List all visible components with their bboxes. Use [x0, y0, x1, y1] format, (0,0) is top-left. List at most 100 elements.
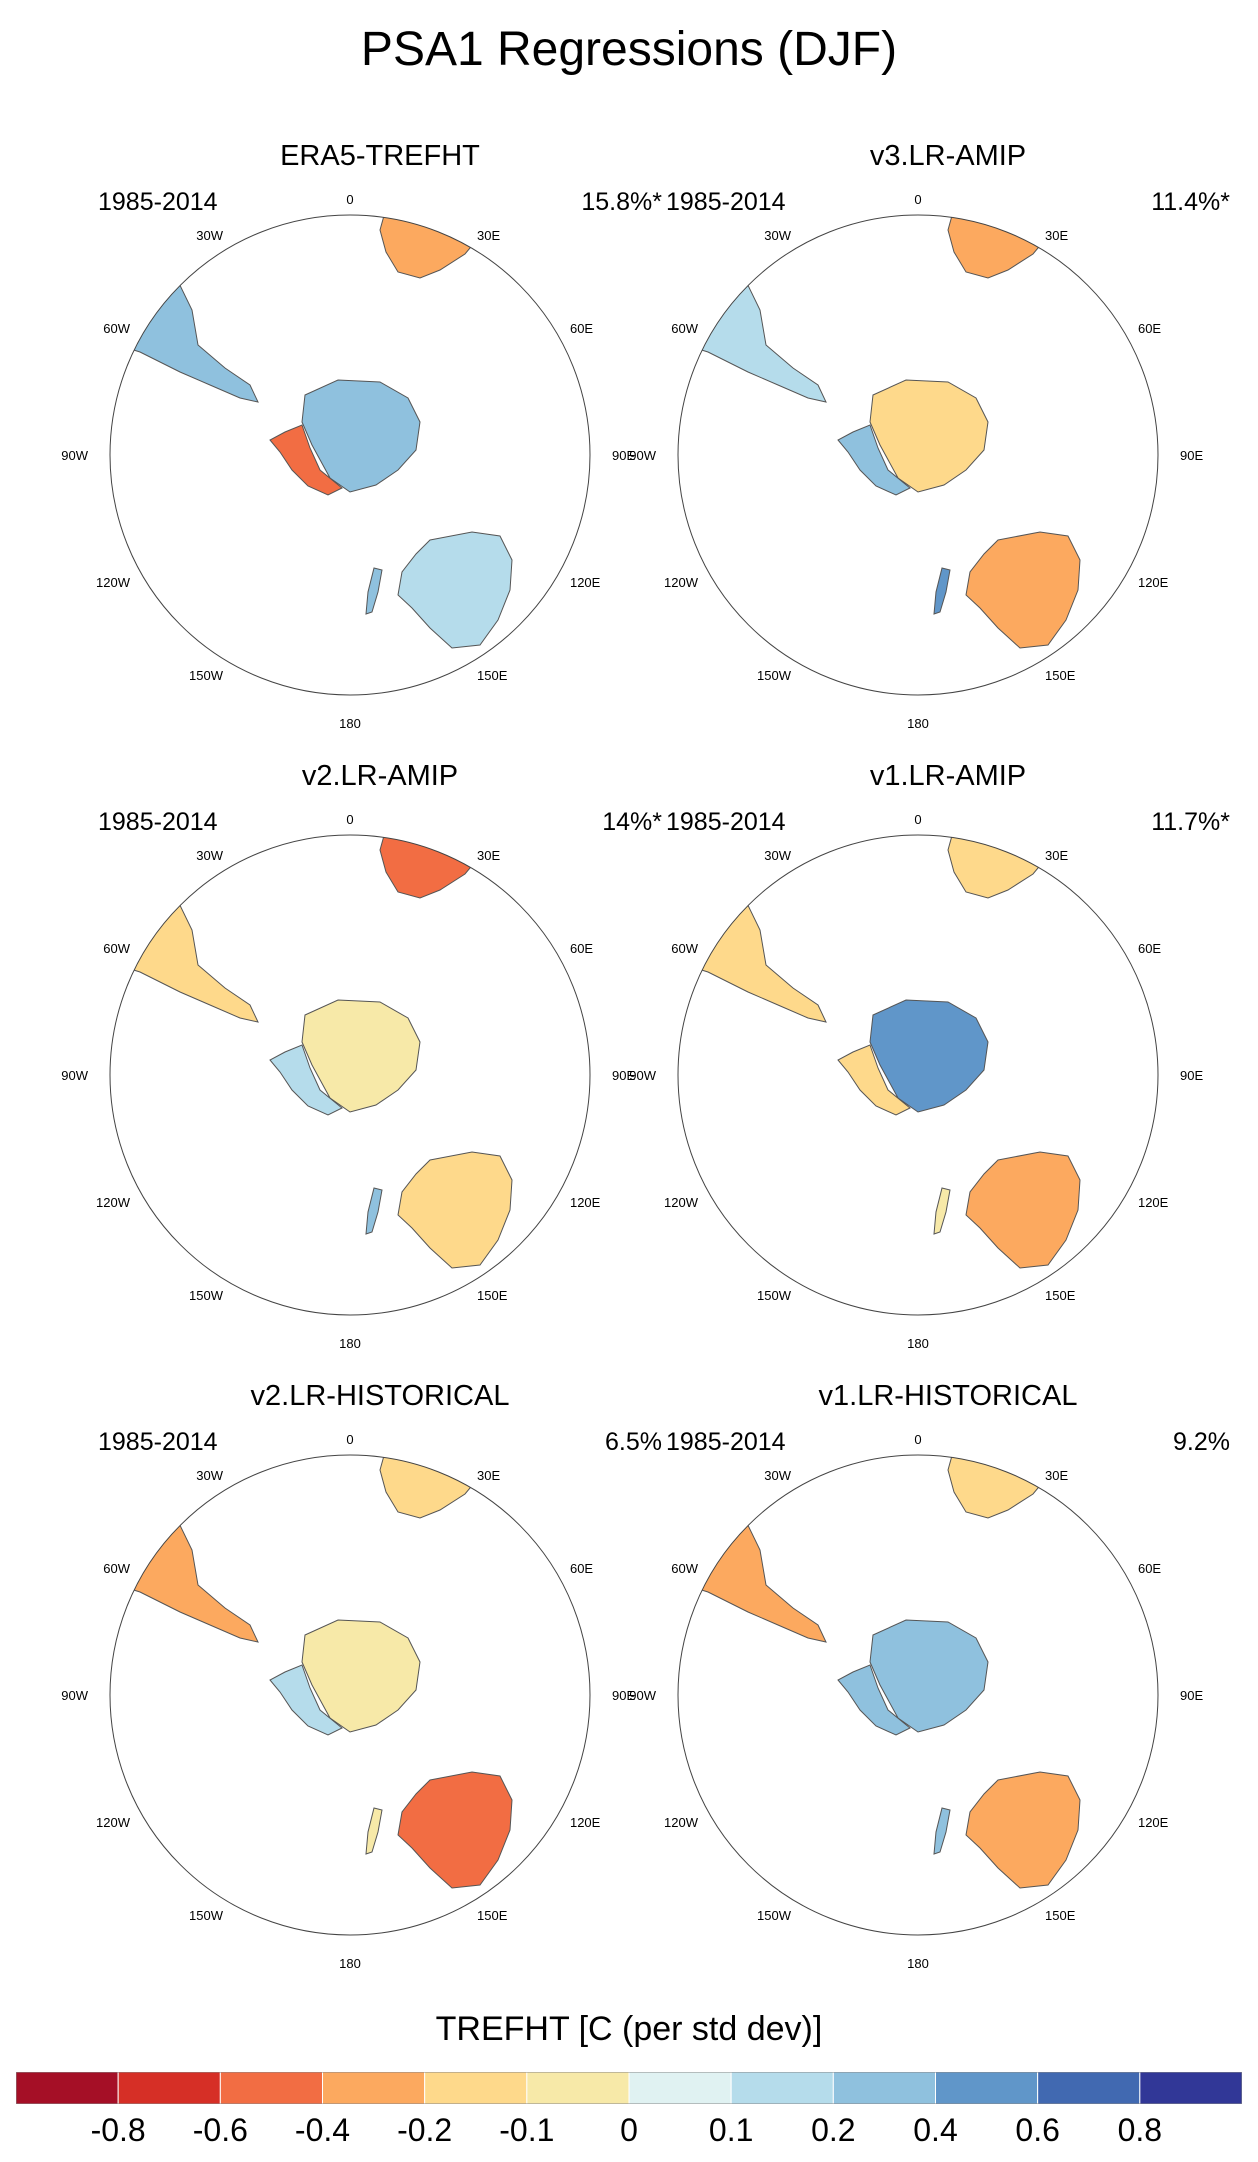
longitude-label: 90W — [629, 1068, 656, 1083]
polar-map: 0 30E 60E 90E 120E 150E 180 150W 120W 90W 60W 30W — [629, 812, 1203, 1351]
longitude-label: 150E — [477, 1288, 508, 1303]
map-boundary — [109, 834, 591, 1316]
longitude-label: 120W — [664, 575, 699, 590]
longitude-label: 120E — [570, 575, 601, 590]
longitude-label: 150W — [189, 668, 224, 683]
colorbar-swatch — [424, 2072, 528, 2104]
longitude-label: 60E — [570, 321, 593, 336]
region-south-america — [678, 894, 827, 1023]
region-antarctica-east — [869, 379, 989, 493]
longitude-label: 60W — [103, 321, 130, 336]
longitude-label: 60E — [1138, 941, 1161, 956]
panel-period: 1985-2014 — [666, 1428, 786, 1456]
longitude-label: 90E — [612, 448, 635, 463]
longitude-label: 30E — [1045, 848, 1068, 863]
region-antarctic-peninsula — [837, 424, 911, 496]
region-antarctic-peninsula — [837, 1044, 911, 1116]
longitude-label: 30W — [196, 228, 223, 243]
region-australia — [397, 1151, 513, 1269]
longitude-label: 30W — [764, 848, 791, 863]
colorbar-swatch — [628, 2072, 732, 2104]
colorbar-swatch — [730, 2072, 834, 2104]
panel-explained-variance: 15.8%* — [581, 188, 662, 216]
polar-map: 0 30E 60E 90E 120E 150E 180 150W 120W 90W 60W 30W — [61, 192, 635, 731]
longitude-label: 120E — [1138, 575, 1169, 590]
longitude-label: 180 — [907, 716, 929, 731]
colorbar-swatch — [832, 2072, 936, 2104]
map-panel: v1.LR-HISTORICAL 1985-2014 9.2% 0 30E 60E 90E 1… — [629, 1380, 1248, 1980]
longitude-label: 30E — [477, 228, 500, 243]
longitude-label: 180 — [339, 1956, 361, 1971]
longitude-label: 120W — [96, 1815, 131, 1830]
longitude-label: 150E — [1045, 1288, 1076, 1303]
longitude-label: 180 — [907, 1956, 929, 1971]
panel-period: 1985-2014 — [666, 188, 786, 216]
panel-period: 1985-2014 — [98, 188, 218, 216]
region-south-america — [110, 274, 259, 403]
longitude-label: 30W — [196, 1468, 223, 1483]
region-australia — [397, 1771, 513, 1889]
longitude-label: 90E — [1180, 1688, 1203, 1703]
longitude-label: 90E — [1180, 1068, 1203, 1083]
panel-explained-variance: 11.4%* — [1151, 188, 1230, 216]
colorbar-tick-label: 0.8 — [1117, 2112, 1163, 2148]
longitude-label: 150E — [1045, 668, 1076, 683]
colorbar-swatch — [219, 2072, 323, 2104]
longitude-label: 150W — [189, 1908, 224, 1923]
region-south-america — [110, 1514, 259, 1643]
colorbar-tick-label: -0.2 — [397, 2112, 453, 2148]
region-antarctica-east — [869, 999, 989, 1113]
colorbar-tick-label: -0.8 — [90, 2112, 146, 2148]
polar-map: 0 30E 60E 90E 120E 150E 180 150W 120W 90W 60W 30W — [629, 1432, 1203, 1971]
longitude-label: 90E — [612, 1688, 635, 1703]
panel-period: 1985-2014 — [666, 808, 786, 836]
longitude-label: 30E — [477, 1468, 500, 1483]
polar-map: 0 30E 60E 90E 120E 150E 180 150W 120W 90W 60W 30W — [61, 1432, 635, 1971]
colorbar-tick-label: -0.4 — [294, 2112, 351, 2148]
colorbar-swatch — [322, 2072, 426, 2104]
longitude-label: 120W — [664, 1815, 699, 1830]
longitude-label: 90E — [1180, 448, 1203, 463]
region-antarctica-east — [301, 999, 421, 1113]
longitude-label: 30W — [196, 848, 223, 863]
region-south-america — [678, 274, 827, 403]
longitude-label: 150W — [189, 1288, 224, 1303]
longitude-label: 0 — [914, 192, 921, 207]
map-panel: v2.LR-AMIP 1985-2014 14%* 0 30E 60E 90E 120E 150… — [61, 760, 680, 1360]
longitude-label: 60E — [1138, 321, 1161, 336]
longitude-label: 90E — [612, 1068, 635, 1083]
colorbar-swatch — [117, 2072, 221, 2104]
map-panel: v2.LR-HISTORICAL 1985-2014 6.5% 0 30E 60E 90E 1… — [61, 1380, 680, 1980]
colorbar-labels: -0.8 -0.6 -0.4 -0.2 -0.1 0 0.1 0.2 0.4 0.6 0.8 — [0, 2112, 1258, 2152]
region-new-zealand — [933, 1187, 951, 1235]
longitude-label: 180 — [339, 1336, 361, 1351]
panel-period: 1985-2014 — [98, 808, 218, 836]
colorbar-tick-label: -0.6 — [192, 2112, 248, 2148]
map-boundary — [677, 214, 1159, 696]
panel-title: v2.LR-AMIP — [301, 760, 459, 792]
longitude-label: 150E — [477, 1908, 508, 1923]
region-new-zealand — [933, 567, 951, 615]
longitude-label: 0 — [346, 192, 353, 207]
region-new-zealand — [365, 1807, 383, 1855]
colorbar-tick-label: 0.2 — [811, 2112, 856, 2148]
longitude-label: 0 — [346, 812, 353, 827]
colorbar-swatch — [526, 2072, 630, 2104]
region-antarctic-peninsula — [837, 1664, 911, 1736]
longitude-label: 90W — [629, 1688, 656, 1703]
region-australia — [965, 1771, 1081, 1889]
map-boundary — [677, 834, 1159, 1316]
longitude-label: 120E — [1138, 1195, 1169, 1210]
colorbar-title: TREFHT [C (per std dev)] — [435, 2010, 823, 2048]
longitude-label: 90W — [61, 448, 88, 463]
region-australia — [965, 531, 1081, 649]
map-panel: v1.LR-AMIP 1985-2014 11.7%* 0 30E 60E 90E 120E 1… — [629, 760, 1248, 1360]
region-south-america — [678, 1514, 827, 1643]
longitude-label: 150E — [1045, 1908, 1076, 1923]
longitude-label: 120W — [96, 575, 131, 590]
panel-title: v1.LR-AMIP — [869, 760, 1027, 792]
panel-explained-variance: 11.7%* — [1151, 808, 1230, 836]
longitude-label: 120W — [96, 1195, 131, 1210]
longitude-label: 180 — [339, 716, 361, 731]
polar-map: 0 30E 60E 90E 120E 150E 180 150W 120W 90W 60W 30W — [629, 192, 1203, 731]
